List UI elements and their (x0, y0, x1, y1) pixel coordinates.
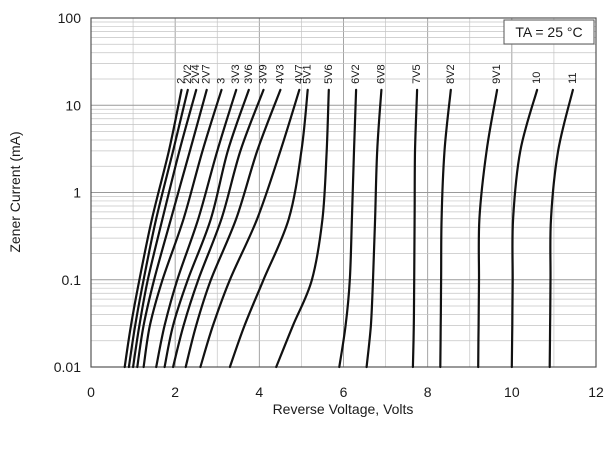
curve-7v5 (411, 88, 419, 369)
curve-label: 9V1 (491, 64, 503, 84)
x-tick-labels: 0 2 4 6 8 10 12 (87, 384, 604, 400)
x-tick-label: 0 (87, 384, 95, 400)
curve-label: 11 (567, 72, 579, 83)
curve-3v6 (163, 88, 250, 369)
curve-6v2 (338, 88, 358, 369)
curve-9v1 (477, 88, 499, 369)
x-tick-label: 4 (255, 384, 263, 400)
curve-8v2 (439, 88, 452, 369)
y-tick-labels: 0.01 0.1 1 10 100 (54, 10, 81, 375)
y-axis-title: Zener Current (mA) (7, 131, 23, 252)
curve-label: 3 (216, 78, 228, 84)
curve-label: 3V9 (258, 64, 270, 84)
curve-3v9 (172, 88, 265, 369)
curve-4v3 (184, 88, 282, 369)
y-tick-label: 1 (73, 185, 81, 201)
curve-2v7 (136, 88, 208, 369)
curve-5v6 (275, 88, 330, 369)
x-tick-label: 12 (588, 384, 604, 400)
curve-label: 4V3 (274, 64, 286, 84)
curve-6v8 (365, 88, 383, 369)
y-tick-label: 0.1 (62, 272, 82, 288)
curve-label: 6V2 (350, 64, 362, 84)
curve-5v1 (228, 88, 309, 369)
plot-frame (90, 17, 597, 368)
curve-3v3 (155, 88, 238, 369)
curve-11 (548, 88, 574, 369)
curve-label: 10 (531, 72, 543, 84)
curve-2v4 (132, 88, 198, 369)
curve-label: 4V7 (293, 64, 305, 84)
curve-label: 2 (176, 78, 188, 84)
x-tick-label: 8 (424, 384, 432, 400)
x-tick-label: 2 (171, 384, 179, 400)
curve-label: 5V6 (323, 64, 335, 84)
curve-label: 7V5 (411, 64, 423, 84)
y-tick-label: 100 (58, 10, 82, 26)
annotation-box (503, 19, 595, 45)
curve-2 (123, 88, 183, 369)
curve-2v2 (127, 88, 189, 369)
y-tick-label: 10 (65, 97, 81, 113)
x-tick-label: 10 (504, 384, 520, 400)
y-tick-label: 0.01 (54, 359, 81, 375)
curve-label: 5V1 (302, 64, 314, 84)
curve-label: 2V4 (190, 64, 202, 84)
curve-4v7 (199, 88, 301, 369)
curve-label: 2V7 (201, 64, 213, 84)
curves-layer (123, 88, 574, 369)
curve-10 (510, 88, 539, 369)
x-tick-label: 6 (340, 384, 348, 400)
curve-label: 3V3 (230, 64, 242, 84)
curve-3 (142, 88, 223, 369)
x-axis-title: Reverse Voltage, Volts (273, 401, 414, 417)
temperature-annotation: TA = 25 °C (515, 24, 582, 40)
curve-label: 3V6 (243, 64, 255, 84)
curve-label: 6V8 (375, 64, 387, 84)
curve-label: 2V2 (182, 64, 194, 84)
curve-label: 8V2 (445, 64, 457, 84)
